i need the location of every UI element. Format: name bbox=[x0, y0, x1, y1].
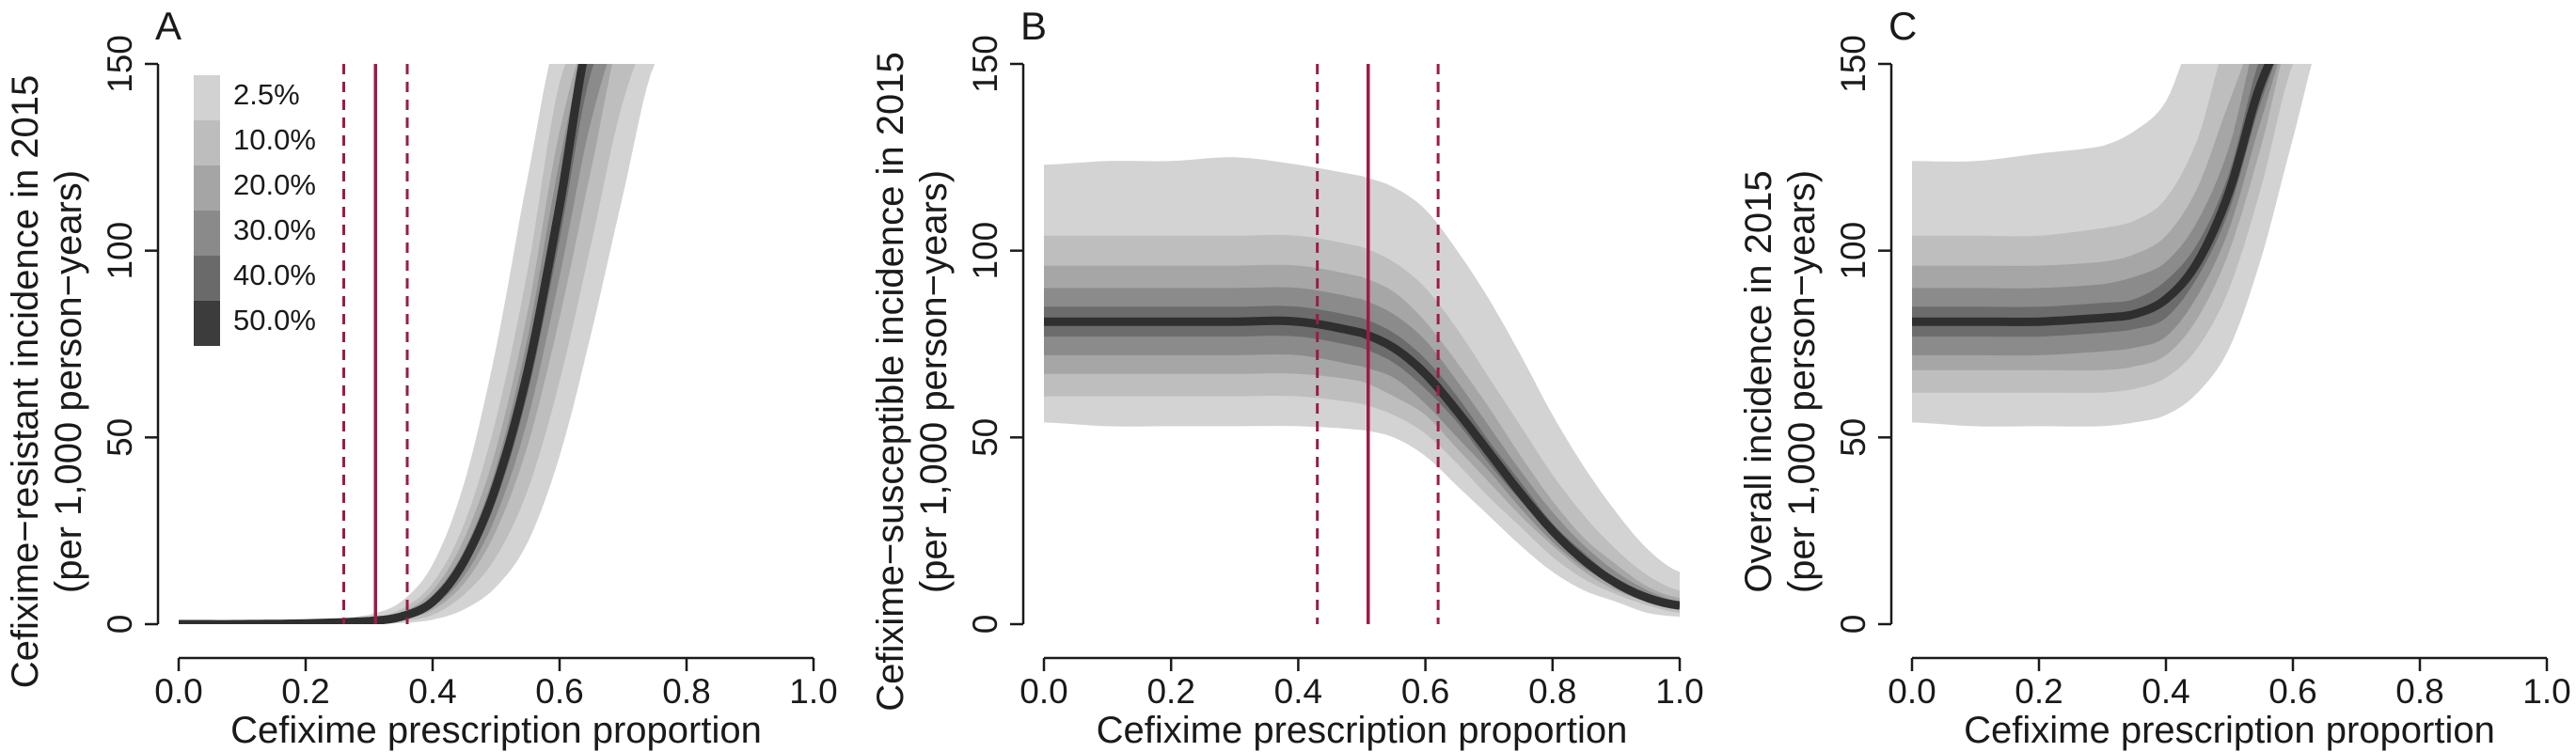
legend-swatch bbox=[194, 75, 220, 120]
legend-entry: 30.0% bbox=[233, 213, 316, 246]
legend-entry: 10.0% bbox=[233, 123, 316, 156]
panel-label: C bbox=[1889, 4, 1917, 48]
y-axis-label-line1: Overall incidence in 2015 bbox=[1738, 170, 1779, 592]
y-axis-label-line1: Cefixime−susceptible incidence in 2015 bbox=[870, 52, 911, 712]
panel-B: 0.0 0.2 0.4 0.6 0.8 1.0 0 50 100 150 Cefixime pres… bbox=[870, 4, 1704, 751]
x-tick-label: 0.4 bbox=[1274, 672, 1322, 711]
legend-swatch bbox=[194, 256, 220, 301]
x-tick-label: 1.0 bbox=[2522, 672, 2570, 711]
panel-label: B bbox=[1020, 4, 1047, 48]
x-tick-label: 0.2 bbox=[281, 672, 329, 711]
plot-area bbox=[179, 64, 656, 624]
panel-A: 0.0 0.2 0.4 0.6 0.8 1.0 0 50 100 150 Cefixime pres… bbox=[5, 4, 838, 751]
y-tick-label: 150 bbox=[101, 35, 139, 93]
legend-entry: 50.0% bbox=[233, 304, 316, 337]
x-axis-label: Cefixime prescription proportion bbox=[1097, 710, 1628, 751]
median-line bbox=[1912, 64, 2274, 326]
legend-entry: 2.5% bbox=[233, 78, 300, 111]
legend-swatch bbox=[194, 301, 220, 346]
legend-swatch bbox=[194, 211, 220, 256]
y-tick-label: 150 bbox=[1834, 35, 1873, 93]
x-tick-label: 0.4 bbox=[408, 672, 456, 711]
legend-swatch bbox=[194, 120, 220, 165]
legend-entry: 20.0% bbox=[233, 168, 316, 201]
y-axis-label-line2: (per 1,000 person−years) bbox=[48, 170, 89, 593]
y-tick-label: 0 bbox=[1834, 615, 1873, 634]
x-tick-label: 1.0 bbox=[789, 672, 837, 711]
y-tick-label: 100 bbox=[1834, 222, 1873, 280]
legend-entry: 40.0% bbox=[233, 258, 316, 291]
x-tick-label: 0.8 bbox=[662, 672, 710, 711]
y-tick-label: 150 bbox=[966, 35, 1004, 93]
median-line bbox=[1044, 316, 1680, 610]
x-tick-label: 0.8 bbox=[1528, 672, 1576, 711]
panel-label: A bbox=[155, 4, 182, 48]
x-tick-label: 0.6 bbox=[1401, 672, 1449, 711]
y-tick-label: 50 bbox=[966, 418, 1004, 457]
legend-swatch bbox=[194, 165, 220, 211]
x-tick-label: 1.0 bbox=[1655, 672, 1703, 711]
plot-area bbox=[1044, 157, 1680, 618]
x-tick-label: 0.0 bbox=[1888, 672, 1936, 711]
x-tick-label: 0.0 bbox=[1019, 672, 1067, 711]
x-axis-label: Cefixime prescription proportion bbox=[230, 710, 762, 751]
x-tick-label: 0.4 bbox=[2141, 672, 2189, 711]
x-tick-label: 0.6 bbox=[535, 672, 583, 711]
x-tick-label: 0.2 bbox=[2015, 672, 2062, 711]
y-axis-label-line1: Cefixime−resistant incidence in 2015 bbox=[5, 75, 46, 689]
band-40-0pct bbox=[1044, 306, 1680, 608]
legend: 2.5% 10.0% 20.0% 30.0% 40.0% 50.0% bbox=[194, 75, 316, 346]
y-axis-label-line2: (per 1,000 person−years) bbox=[913, 170, 955, 593]
y-tick-label: 50 bbox=[101, 418, 139, 457]
x-tick-label: 0.8 bbox=[2395, 672, 2443, 711]
panel-C: 0.0 0.2 0.4 0.6 0.8 1.0 0 50 100 150 Cefixime pres… bbox=[1738, 4, 2571, 751]
band-40-0pct bbox=[1912, 64, 2275, 337]
x-axis-label: Cefixime prescription proportion bbox=[1964, 710, 2495, 751]
x-tick-label: 0.0 bbox=[154, 672, 202, 711]
x-tick-label: 0.2 bbox=[1146, 672, 1194, 711]
band-2-5pct bbox=[179, 64, 656, 624]
y-axis-label-line2: (per 1,000 person−years) bbox=[1781, 170, 1823, 593]
y-tick-label: 100 bbox=[101, 222, 139, 280]
y-tick-label: 0 bbox=[966, 615, 1004, 634]
x-tick-label: 0.6 bbox=[2268, 672, 2316, 711]
plot-area bbox=[1912, 64, 2313, 427]
median-line bbox=[179, 64, 587, 624]
y-tick-label: 100 bbox=[966, 222, 1004, 280]
y-tick-label: 0 bbox=[101, 615, 139, 634]
y-tick-label: 50 bbox=[1834, 418, 1873, 457]
band-10-0pct bbox=[179, 64, 636, 624]
